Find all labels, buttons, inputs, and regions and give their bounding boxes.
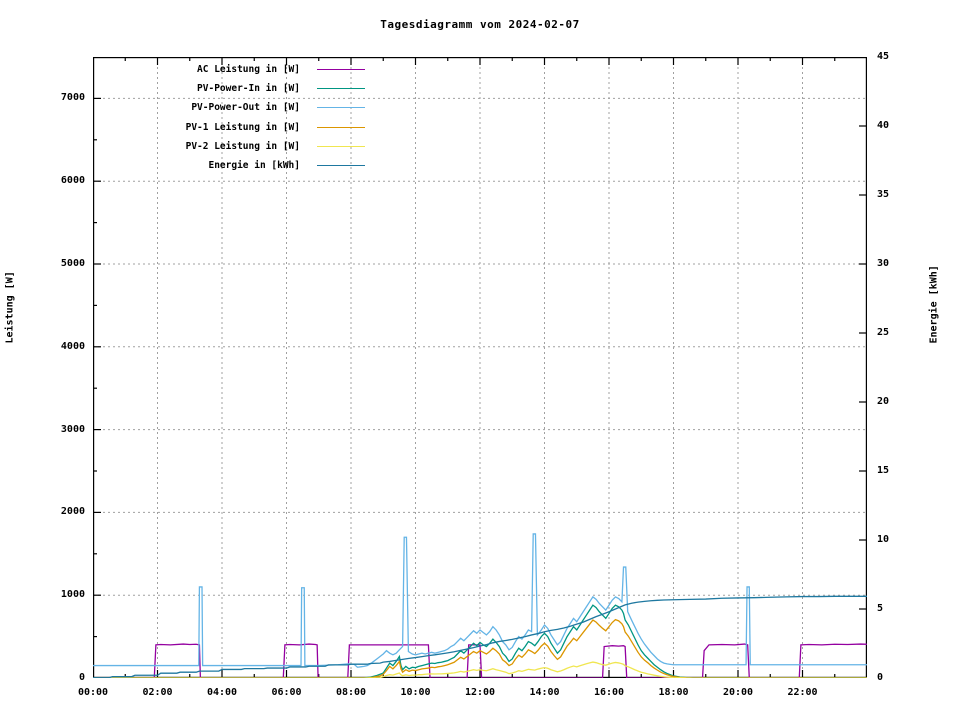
x-tick-2: 04:00 [206, 687, 238, 698]
legend-label-2: PV-Power-Out in [W] [191, 102, 300, 114]
y-tick-left-6: 6000 [60, 175, 85, 187]
y-tick-left-2: 2000 [60, 506, 85, 518]
series-line-5 [93, 595, 867, 678]
legend-label-5: Energie in [kWh] [208, 160, 300, 171]
y-tick-left-1: 1000 [60, 589, 85, 601]
x-tick-10: 20:00 [722, 687, 754, 698]
y-axis-label-left: Leistung [W] [4, 271, 16, 344]
y-tick-left-4: 4000 [60, 340, 85, 352]
y-tick-left-3: 3000 [60, 423, 85, 435]
plot-area [93, 57, 867, 678]
legend-swatch-3 [317, 126, 365, 128]
series-line-2 [93, 533, 867, 668]
series-line-4 [93, 661, 867, 678]
series-layer [93, 533, 867, 678]
y-tick-right-3: 15 [877, 465, 890, 476]
y-tick-right-7: 35 [877, 189, 890, 200]
x-tick-5: 10:00 [400, 687, 431, 698]
legend-swatch-0 [317, 69, 365, 70]
y-tick-right-4: 20 [877, 396, 890, 407]
x-tick-0: 00:00 [77, 687, 109, 698]
y-tick-right-1: 5 [877, 603, 884, 614]
x-tick-3: 06:00 [271, 687, 302, 698]
x-tick-6: 12:00 [464, 687, 496, 698]
chart-canvas [93, 57, 867, 678]
x-tick-7: 14:00 [529, 687, 560, 698]
page-title: Tagesdiagramm vom 2024-02-07 [380, 18, 580, 31]
y-tick-right-0: 0 [877, 672, 884, 683]
y-tick-right-9: 45 [877, 51, 890, 62]
axis-ticks [93, 57, 867, 678]
y-tick-right-6: 30 [877, 258, 890, 269]
y-tick-left-7: 7000 [60, 92, 85, 104]
legend-swatch-5 [317, 165, 365, 166]
x-tick-9: 18:00 [658, 687, 689, 698]
x-tick-8: 16:00 [593, 687, 625, 698]
series-line-3 [93, 618, 867, 678]
y-axis-label-right: Energie [kWh] [928, 265, 940, 344]
y-tick-left-5: 5000 [60, 258, 85, 269]
x-tick-4: 08:00 [335, 687, 367, 698]
legend-label-4: PV-2 Leistung in [W] [185, 140, 300, 152]
series-line-1 [93, 604, 867, 678]
legend-label-3: PV-1 Leistung in [W] [185, 121, 300, 133]
y-tick-right-2: 10 [877, 534, 890, 545]
x-tick-11: 22:00 [787, 687, 818, 698]
y-tick-right-5: 25 [877, 327, 890, 338]
legend-swatch-2 [317, 107, 365, 109]
y-tick-right-8: 40 [877, 120, 890, 131]
legend-label-0: AC Leistung in [W] [197, 64, 300, 75]
x-tick-1: 02:00 [142, 687, 173, 698]
legend-swatch-4 [317, 145, 365, 147]
legend-label-1: PV-Power-In in [W] [197, 83, 300, 95]
y-tick-left-0: 0 [78, 672, 85, 683]
legend-swatch-1 [317, 88, 365, 90]
grid-lines [93, 57, 867, 678]
